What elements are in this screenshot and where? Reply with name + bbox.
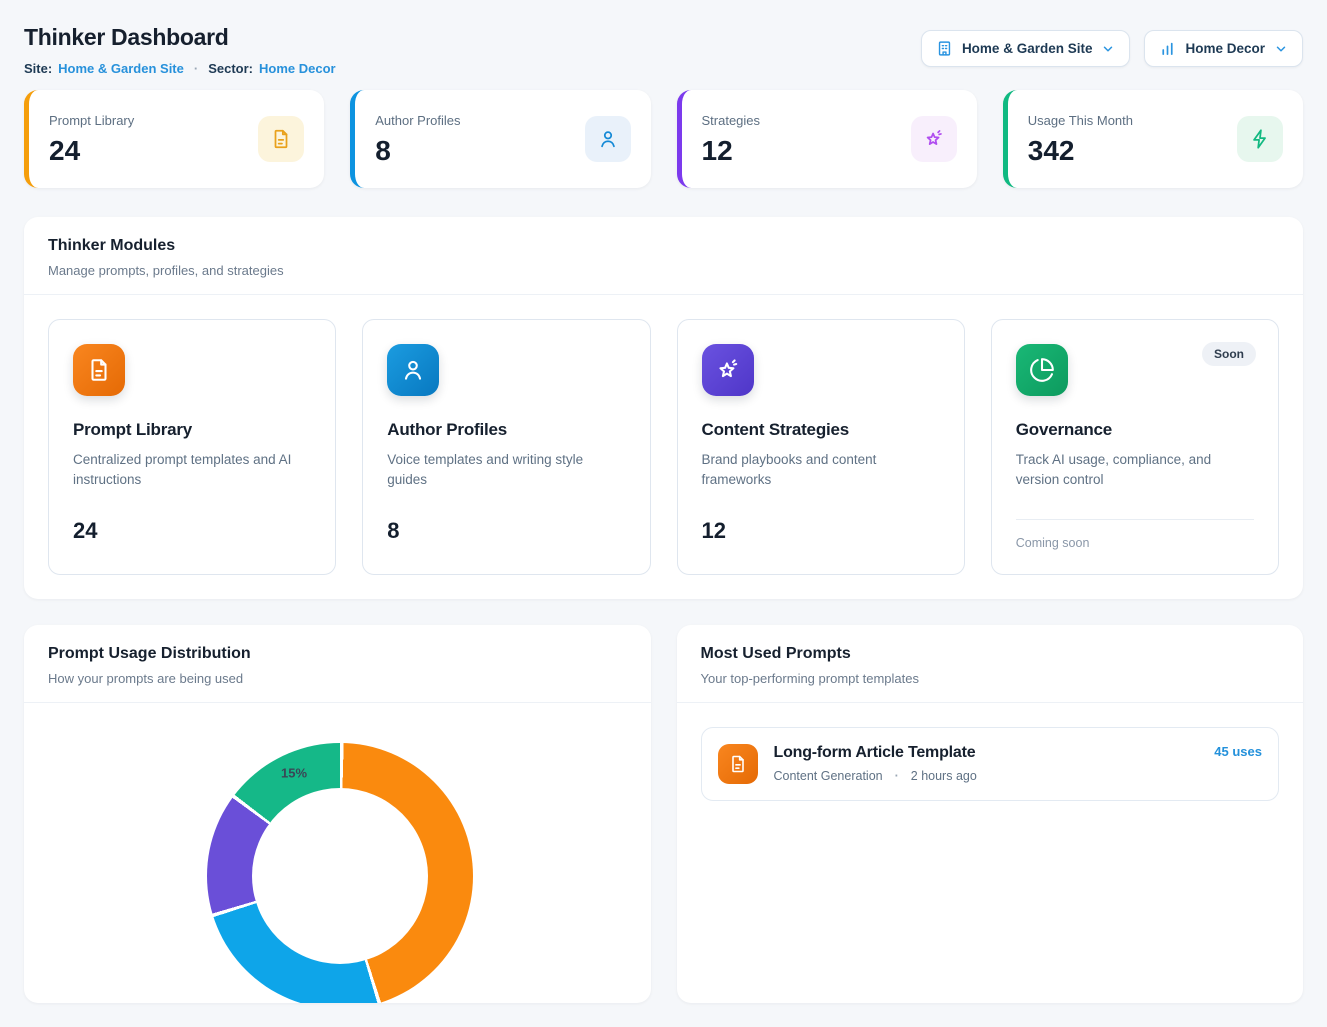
soon-badge: Soon [1202,342,1256,366]
site-link[interactable]: Home & Garden Site [58,61,184,76]
site-label: Site: [24,61,53,76]
donut-slice-label: 15% [280,765,308,781]
module-card-author-profiles[interactable]: Author Profiles Voice templates and writ… [362,319,651,575]
page-header: Thinker Dashboard Site: Home & Garden Si… [24,24,1303,76]
prompts-list: Long-form Article Template Content Gener… [677,703,1304,825]
user-icon [584,116,631,162]
module-title: Governance [1015,420,1113,439]
stat-value: 12 [701,135,733,166]
donut-chart [207,743,473,1003]
most-used-prompts-panel: Most Used Prompts Your top-performing pr… [676,625,1304,1003]
divider [1015,519,1254,520]
sector-selector-dropdown[interactable]: Home Decor [1144,30,1303,67]
module-description: Centralized prompt templates and AI inst… [73,452,292,488]
lightning-icon [1237,116,1283,162]
most-used-panel-header: Most Used Prompts Your top-performing pr… [676,625,1303,703]
stat-label: Author Profiles [375,113,461,128]
stat-value: 8 [375,135,391,166]
bottom-row: Prompt Usage Distribution How your promp… [24,625,1303,1003]
stat-text: Author Profiles 8 [375,113,460,165]
stat-card-usage: Usage This Month 342 [1002,90,1303,188]
module-stat: 8 [387,518,400,543]
prompt-item-meta: Content Generation · 2 hours ago [774,769,1199,783]
module-title: Prompt Library [73,420,193,439]
stat-text: Usage This Month 342 [1028,113,1133,165]
stat-value: 342 [1027,135,1075,166]
module-card-prompt-library[interactable]: Prompt Library Centralized prompt templa… [48,319,337,575]
prompt-item-title: Long-form Article Template [773,744,976,761]
usage-title: Prompt Usage Distribution [48,645,251,662]
stat-text: Strategies 12 [702,113,761,165]
stat-label: Prompt Library [49,113,135,128]
modules-grid: Prompt Library Centralized prompt templa… [24,295,1303,599]
sparkle-star-icon [701,344,754,396]
sparkle-star-icon [910,116,957,162]
chevron-down-icon [1274,42,1288,56]
modules-title: Thinker Modules [48,237,176,254]
module-description: Track AI usage, compliance, and version … [1015,452,1212,488]
usage-panel-header: Prompt Usage Distribution How your promp… [24,625,651,703]
modules-subtitle: Manage prompts, profiles, and strategies [48,263,284,278]
stat-label: Strategies [701,113,761,128]
stat-card-strategies: Strategies 12 [676,90,977,188]
document-icon [717,744,758,784]
site-selector-label: Home & Garden Site [961,41,1093,56]
most-used-title: Most Used Prompts [700,645,851,662]
stat-cards-row: Prompt Library 24 Author Profiles 8 Stra… [24,90,1303,188]
prompt-time: 2 hours ago [910,769,977,783]
most-used-subtitle: Your top-performing prompt templates [700,671,919,686]
breadcrumb: Site: Home & Garden Site · Sector: Home … [24,61,336,76]
stat-value: 24 [49,135,81,166]
module-description: Brand playbooks and content frameworks [701,452,877,488]
stat-label: Usage This Month [1027,113,1134,128]
module-stat: 24 [73,518,98,543]
breadcrumb-separator: · [193,61,199,76]
module-footer: Coming soon [1015,519,1254,550]
stat-text: Prompt Library 24 [49,113,134,165]
coming-soon-label: Coming soon [1015,536,1090,550]
pie-chart-icon [1015,344,1068,396]
stat-card-author-profiles: Author Profiles 8 [350,90,651,188]
stat-card-prompt-library: Prompt Library 24 [24,90,325,188]
module-card-governance[interactable]: Soon Governance Track AI usage, complian… [990,319,1279,575]
module-title: Author Profiles [387,420,508,439]
sector-selector-label: Home Decor [1185,41,1265,56]
header-left: Thinker Dashboard Site: Home & Garden Si… [24,24,336,76]
prompt-uses-badge: 45 uses [1214,744,1262,759]
modules-panel-header: Thinker Modules Manage prompts, profiles… [24,217,1303,295]
prompt-category: Content Generation [773,769,883,783]
usage-subtitle: How your prompts are being used [48,671,244,686]
user-icon [387,344,440,396]
sector-link[interactable]: Home Decor [259,61,336,76]
document-icon [258,116,305,162]
module-card-content-strategies[interactable]: Content Strategies Brand playbooks and c… [676,319,965,575]
page-title: Thinker Dashboard [24,24,229,50]
prompt-item-text: Long-form Article Template Content Gener… [774,744,1199,783]
header-controls: Home & Garden Site Home Decor [920,30,1303,67]
module-description: Voice templates and writing style guides [387,452,584,488]
document-icon [73,344,125,396]
thinker-modules-panel: Thinker Modules Manage prompts, profiles… [24,217,1303,599]
sector-label: Sector: [208,61,254,76]
chevron-down-icon [1101,42,1115,56]
prompt-list-item[interactable]: Long-form Article Template Content Gener… [700,727,1279,801]
prompt-usage-panel: Prompt Usage Distribution How your promp… [24,625,651,1003]
module-title: Content Strategies [701,420,850,439]
donut-chart-area: 15% [24,703,651,1003]
bar-chart-icon [1159,40,1176,57]
meta-separator: · [894,769,899,783]
site-selector-dropdown[interactable]: Home & Garden Site [920,30,1131,67]
building-icon [936,40,953,57]
module-stat: 12 [701,518,726,543]
